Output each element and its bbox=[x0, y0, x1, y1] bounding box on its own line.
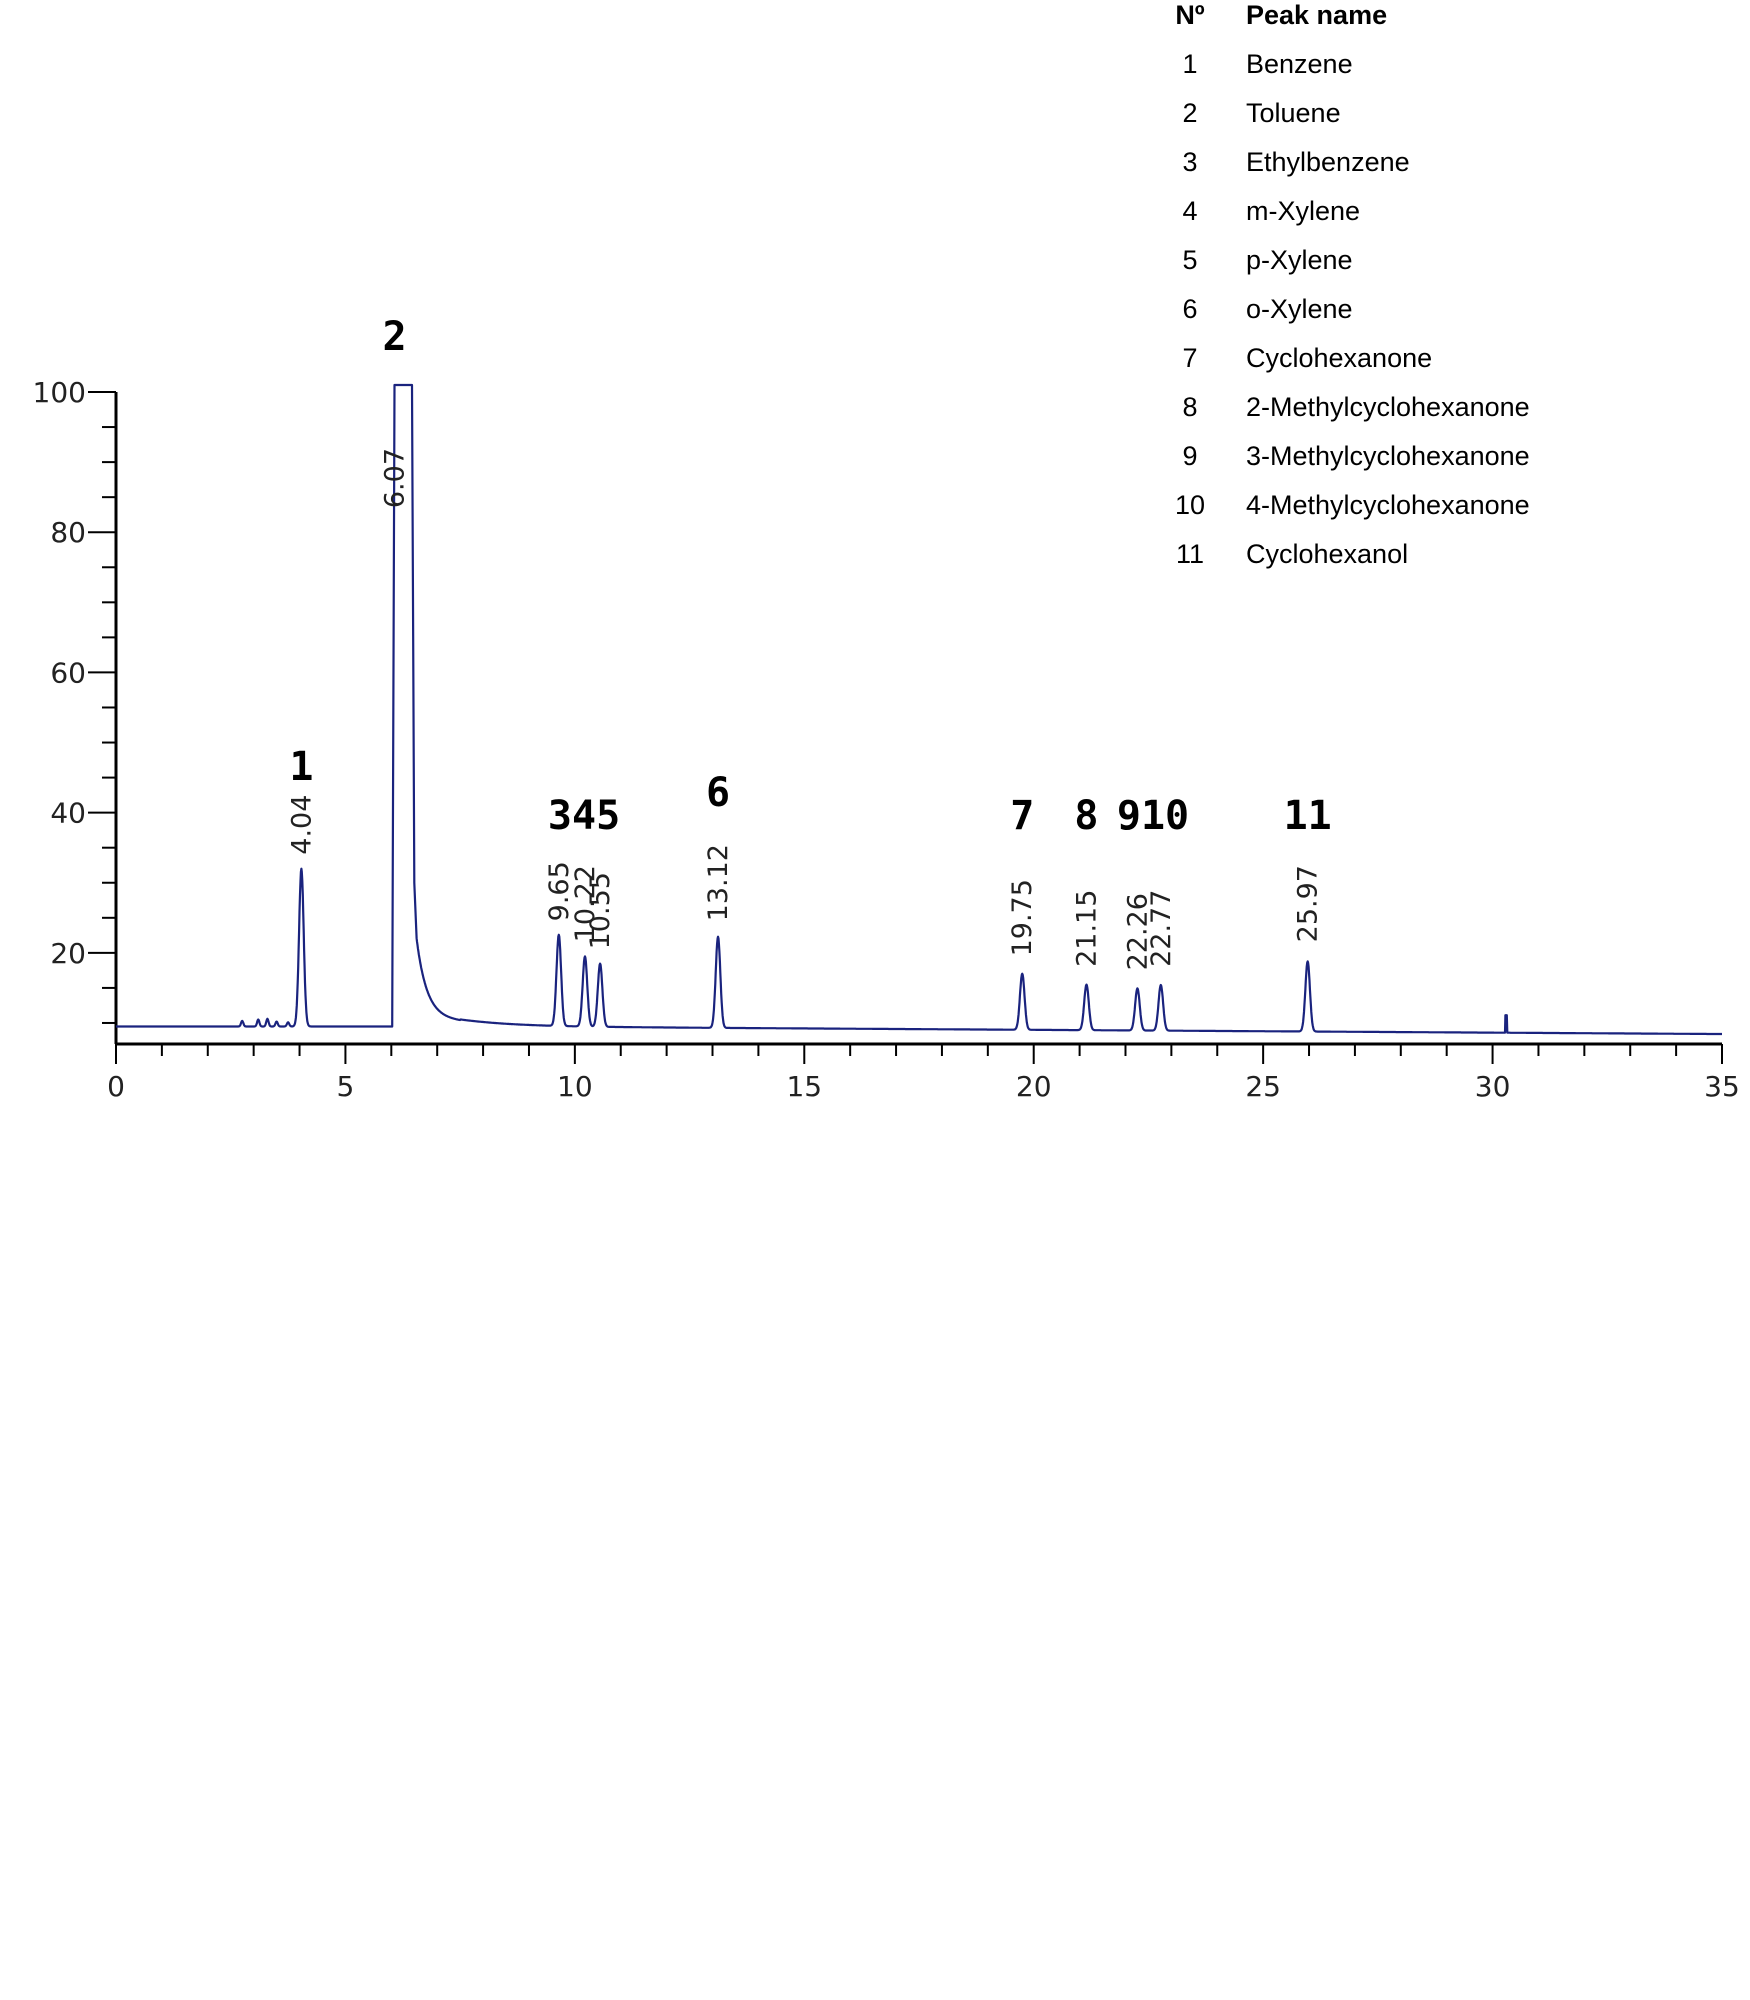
legend-row-name: o-Xylene bbox=[1246, 294, 1353, 324]
legend-header-name: Peak name bbox=[1246, 0, 1388, 30]
legend-row-name: Toluene bbox=[1246, 98, 1341, 128]
legend-row-no: 3 bbox=[1182, 147, 1198, 177]
y-tick-label: 100 bbox=[33, 376, 86, 409]
legend-row-name: Ethylbenzene bbox=[1246, 147, 1410, 177]
legend-row-no: 4 bbox=[1182, 196, 1198, 226]
peak-number-label: 910 bbox=[1117, 793, 1189, 839]
peak-number-label: 11 bbox=[1284, 793, 1332, 839]
legend-row-name: m-Xylene bbox=[1246, 196, 1361, 226]
x-tick-label: 25 bbox=[1245, 1070, 1281, 1103]
legend-row-no: 9 bbox=[1182, 441, 1198, 471]
peak-number-label: 6 bbox=[706, 770, 730, 816]
retention-time-label: 22.26 bbox=[1122, 893, 1153, 970]
legend-row-no: 2 bbox=[1182, 98, 1198, 128]
retention-time-label: 13.12 bbox=[703, 844, 734, 921]
legend-row-name: p-Xylene bbox=[1246, 245, 1353, 275]
legend-row-no: 11 bbox=[1175, 539, 1205, 569]
x-tick-label: 35 bbox=[1704, 1070, 1740, 1103]
x-axis: 0 5 10 15 20 25 30 35 bbox=[107, 1042, 1740, 1103]
legend-row-name: 4-Methylcyclohexanone bbox=[1246, 490, 1530, 520]
legend-row-name: Cyclohexanol bbox=[1246, 539, 1409, 569]
y-axis: 20 40 60 80 100 bbox=[33, 376, 118, 1044]
peak-number-label: 8 bbox=[1074, 793, 1098, 839]
legend-row-name: 2-Methylcyclohexanone bbox=[1246, 392, 1530, 422]
chromatogram-trace-group bbox=[115, 383, 1723, 1036]
retention-time-label: 10.55 bbox=[585, 872, 616, 949]
y-tick-label: 60 bbox=[50, 656, 86, 689]
retention-time-label: 9.65 bbox=[544, 861, 575, 921]
legend-row-no: 10 bbox=[1174, 490, 1206, 520]
legend-row-no: 7 bbox=[1182, 343, 1198, 373]
legend-row-name: Cyclohexanone bbox=[1246, 343, 1433, 373]
chromatogram-trace bbox=[115, 383, 1723, 1036]
x-tick-label: 15 bbox=[786, 1070, 822, 1103]
retention-time-label: 6.07 bbox=[380, 448, 411, 508]
x-tick-label: 30 bbox=[1475, 1070, 1511, 1103]
peak-number-label: 345 bbox=[548, 793, 620, 839]
peak-number-label: 7 bbox=[1010, 793, 1034, 839]
legend-row-name: 3-Methylcyclohexanone bbox=[1246, 441, 1530, 471]
legend-header-no: Nº bbox=[1175, 0, 1205, 30]
retention-time-label: 22.77 bbox=[1146, 890, 1177, 967]
y-tick-label: 40 bbox=[50, 797, 86, 830]
legend-row-no: 6 bbox=[1182, 294, 1198, 324]
x-tick-label: 10 bbox=[557, 1070, 593, 1103]
y-tick-label: 20 bbox=[50, 937, 86, 970]
x-tick-label: 0 bbox=[107, 1070, 125, 1103]
retention-time-label: 21.15 bbox=[1071, 890, 1102, 967]
retention-time-label: 10.22 bbox=[570, 865, 601, 942]
legend-row-no: 8 bbox=[1182, 392, 1198, 422]
legend-row-no: 5 bbox=[1182, 245, 1198, 275]
legend-row-name: Benzene bbox=[1246, 49, 1353, 79]
y-tick-label: 80 bbox=[50, 516, 86, 549]
x-tick-label: 20 bbox=[1016, 1070, 1052, 1103]
retention-time-label: 25.97 bbox=[1293, 865, 1324, 942]
legend-row-no: 1 bbox=[1182, 49, 1198, 79]
peak-number-label: 2 bbox=[382, 314, 406, 360]
retention-time-label: 4.04 bbox=[286, 795, 317, 855]
x-tick-label: 5 bbox=[337, 1070, 355, 1103]
retention-time-label: 19.75 bbox=[1007, 879, 1038, 956]
peak-number-label: 1 bbox=[289, 744, 313, 790]
